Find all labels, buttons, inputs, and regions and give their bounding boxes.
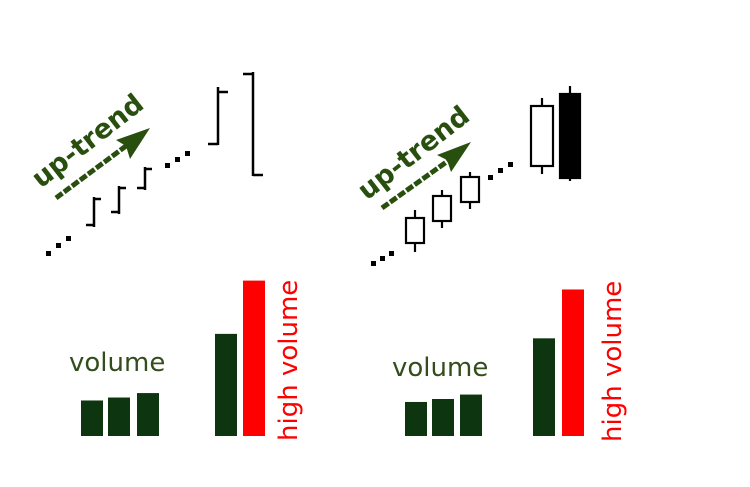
right-dot-series	[371, 162, 513, 266]
left-ohlc-bar-1	[86, 197, 101, 227]
left-ohlc-bar-2	[111, 186, 126, 214]
right-volume-bar-2	[432, 399, 454, 436]
left-ohlc-chart	[46, 72, 263, 256]
left-volume-bar-2	[108, 397, 130, 436]
right-candle-1	[404, 210, 426, 252]
left-trend-arrow	[54, 128, 150, 201]
left-volume-bar-5-high	[243, 280, 265, 436]
right-trend-arrow	[380, 142, 471, 211]
right-volume-label: volume	[392, 353, 489, 383]
left-ohlc-bar-4	[208, 87, 228, 146]
left-ohlc-bar-3	[137, 167, 152, 190]
right-high-volume-label: high volume	[598, 280, 628, 442]
right-volume-bar-5-high	[562, 289, 584, 436]
right-volume-bar-1	[405, 401, 427, 436]
right-candlestick-chart	[371, 86, 582, 266]
right-candle-3	[459, 172, 481, 209]
right-volume-bar-4	[533, 338, 555, 436]
right-volume-bars	[405, 289, 584, 436]
right-candle-5-black	[558, 86, 582, 181]
left-volume-bar-4	[215, 333, 237, 436]
right-candle-2	[431, 190, 453, 228]
left-ohlc-bar-5	[243, 72, 263, 177]
left-volume-bars	[81, 280, 265, 436]
left-high-volume-label: high volume	[274, 279, 304, 441]
left-volume-bar-1	[81, 400, 103, 436]
right-volume-bar-3	[460, 394, 482, 436]
left-volume-bar-3	[137, 393, 159, 436]
left-dot-series	[46, 151, 190, 256]
right-candle-4-white	[529, 98, 555, 174]
left-volume-label: volume	[69, 348, 166, 378]
